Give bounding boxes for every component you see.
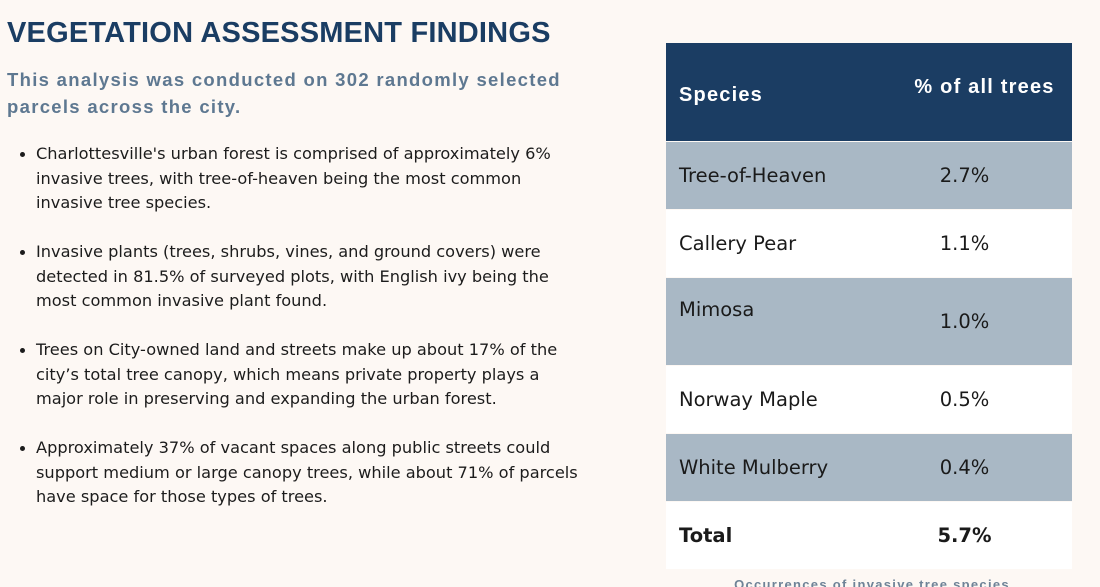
total-percent: 5.7%: [897, 501, 1072, 569]
finding-text: Invasive plants (trees, shrubs, vines, a…: [36, 242, 549, 310]
column-header-species: Species: [666, 43, 897, 142]
finding-item: Trees on City-owned land and streets mak…: [7, 338, 581, 412]
species-cell: Norway Maple: [666, 365, 897, 434]
percent-cell: 0.5%: [897, 365, 1072, 434]
table-caption: Occurrences of invasive tree species: [734, 577, 1010, 587]
percent-cell: 2.7%: [897, 141, 1072, 210]
finding-text: Charlottesville's urban forest is compri…: [36, 144, 551, 212]
table-row: Callery Pear 1.1%: [666, 209, 1072, 278]
invasive-species-table: Species % of all trees Tree-of-Heaven 2.…: [666, 43, 1072, 569]
table-row: White Mulberry 0.4%: [666, 433, 1072, 502]
invasive-species-table-section: Species % of all trees Tree-of-Heaven 2.…: [666, 43, 1072, 587]
finding-text: Approximately 37% of vacant spaces along…: [36, 438, 578, 506]
page-subtitle: This analysis was conducted on 302 rando…: [7, 69, 561, 117]
percent-cell: 0.4%: [897, 433, 1072, 502]
species-cell: Tree-of-Heaven: [666, 141, 897, 210]
bullet-icon: [20, 152, 25, 157]
bullet-icon: [20, 250, 25, 255]
species-cell: White Mulberry: [666, 433, 897, 502]
table-header-row: Species % of all trees: [666, 43, 1072, 142]
total-label: Total: [666, 501, 897, 569]
bullet-icon: [20, 348, 25, 353]
finding-item: Approximately 37% of vacant spaces along…: [7, 436, 581, 510]
table-row: Mimosa 1.0%: [666, 277, 1072, 366]
percent-cell: 1.0%: [897, 277, 1072, 366]
findings-section: VEGETATION ASSESSMENT FINDINGS This anal…: [7, 14, 607, 534]
table-total-row: Total 5.7%: [666, 501, 1072, 569]
finding-item: Invasive plants (trees, shrubs, vines, a…: [7, 240, 581, 314]
species-cell: Callery Pear: [666, 209, 897, 278]
column-header-percent: % of all trees: [897, 43, 1072, 142]
finding-text: Trees on City-owned land and streets mak…: [36, 340, 558, 408]
table-row: Norway Maple 0.5%: [666, 365, 1072, 434]
findings-list: Charlottesville's urban forest is compri…: [7, 142, 607, 510]
table-row: Tree-of-Heaven 2.7%: [666, 141, 1072, 210]
finding-item: Charlottesville's urban forest is compri…: [7, 142, 581, 216]
bullet-icon: [20, 446, 25, 451]
page-title: VEGETATION ASSESSMENT FINDINGS: [7, 17, 551, 49]
percent-cell: 1.1%: [897, 209, 1072, 278]
species-cell: Mimosa: [666, 277, 897, 366]
